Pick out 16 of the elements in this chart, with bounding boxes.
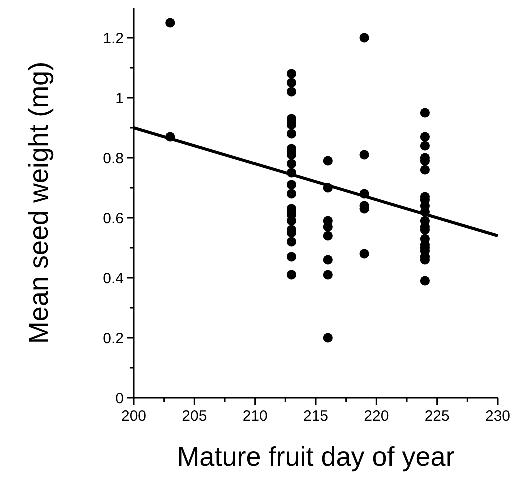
x-tick-label: 210 xyxy=(242,408,268,425)
y-tick-label: 0.8 xyxy=(103,150,124,168)
y-axis-title: Mean seed weight (mg) xyxy=(24,62,54,344)
x-tick-label: 225 xyxy=(424,408,450,425)
y-tick-label: 1.2 xyxy=(103,30,124,48)
y-tick-label: 0.2 xyxy=(103,330,124,348)
x-tick-label: 215 xyxy=(303,408,329,425)
y-tick-label: 0.4 xyxy=(103,270,124,288)
x-tick-label: 200 xyxy=(121,408,147,425)
x-tick-label: 220 xyxy=(364,408,390,425)
x-axis-title: Mature fruit day of year xyxy=(177,442,455,472)
x-tick-label: 205 xyxy=(182,408,208,425)
y-tick-label: 1 xyxy=(116,90,124,108)
y-tick-label: 0.6 xyxy=(103,210,124,228)
y-tick-label: 0 xyxy=(116,390,124,408)
x-tick-label: 230 xyxy=(485,408,511,425)
